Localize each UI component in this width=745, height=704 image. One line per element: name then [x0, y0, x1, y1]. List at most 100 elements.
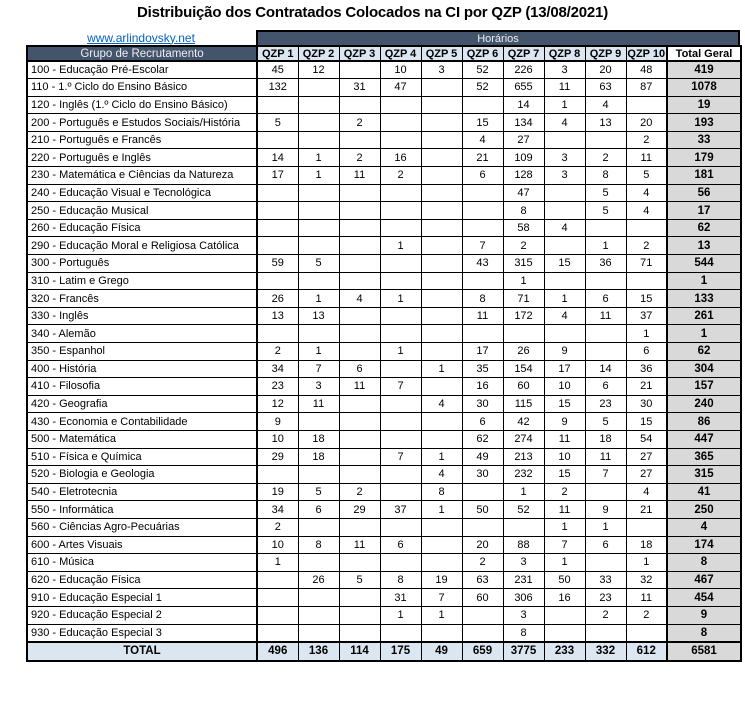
- value-cell: 6: [625, 342, 668, 361]
- value-cell: [584, 482, 627, 502]
- row-label: 330 - Inglês: [26, 306, 258, 326]
- website-link[interactable]: www.arlindovsky.net: [87, 30, 195, 45]
- value-cell: [502, 324, 545, 343]
- value-cell: 36: [625, 359, 668, 379]
- value-cell: [379, 324, 422, 343]
- value-cell: 12: [256, 394, 299, 414]
- table-header: Grupo de Recrutamento QZP 1 QZP 2 QZP 3 QZP…: [26, 45, 742, 62]
- value-cell: [420, 412, 463, 431]
- value-cell: 5: [256, 113, 299, 132]
- value-cell: 20: [625, 113, 668, 132]
- value-cell: [379, 113, 422, 132]
- value-cell: 2: [625, 605, 668, 625]
- row-label: 100 - Educação Pré-Escolar: [26, 60, 258, 80]
- value-cell: 71: [625, 254, 668, 273]
- value-cell: 2: [543, 482, 586, 502]
- value-cell: 1: [625, 553, 668, 572]
- value-cell: [297, 605, 340, 625]
- table-row: 400 - História 34 7 6 1 35 154 17 14 36 304: [26, 359, 742, 379]
- value-cell: [420, 377, 463, 396]
- value-cell: [379, 359, 422, 379]
- table-row: 910 - Educação Especial 1 31 7 60 306 16 23 11 4…: [26, 588, 742, 607]
- value-cell: 52: [502, 500, 545, 519]
- value-cell: 8: [502, 201, 545, 220]
- table-row: 520 - Biologia e Geologia 4 30 232 15 7 27 315: [26, 465, 742, 484]
- value-cell: [543, 183, 586, 203]
- value-cell: 29: [256, 447, 299, 467]
- value-cell: [338, 218, 381, 238]
- row-label: 420 - Geografia: [26, 394, 258, 414]
- column-header-qzp-2: QZP 2: [297, 45, 340, 62]
- column-header-qzp-3: QZP 3: [338, 45, 381, 62]
- value-cell: [297, 183, 340, 203]
- row-label: 230 - Matemática e Ciências da Natureza: [26, 166, 258, 185]
- table-row: 540 - Eletrotecnia 19 5 2 8 1 2 4 41: [26, 482, 742, 502]
- value-cell: 1: [420, 500, 463, 519]
- value-cell: [256, 236, 299, 256]
- value-cell: [297, 412, 340, 431]
- value-cell: 2: [338, 113, 381, 132]
- row-label: 250 - Educação Musical: [26, 201, 258, 220]
- column-total-cell: 175: [379, 640, 422, 662]
- table-row: 210 - Português e Francês 4 27 2 33: [26, 130, 742, 150]
- row-label: 520 - Biologia e Geologia: [26, 465, 258, 484]
- value-cell: 1: [297, 166, 340, 185]
- value-cell: 8: [584, 166, 627, 185]
- value-cell: 5: [338, 570, 381, 590]
- value-cell: 2: [338, 482, 381, 502]
- row-total-cell: 304: [666, 359, 742, 379]
- row-label: 260 - Educação Física: [26, 218, 258, 238]
- column-total-cell: 3775: [502, 640, 545, 662]
- value-cell: 231: [502, 570, 545, 590]
- row-total-cell: 454: [666, 588, 742, 607]
- value-cell: 2: [461, 553, 504, 572]
- value-cell: 3: [543, 148, 586, 168]
- row-label: 500 - Matemática: [26, 429, 258, 449]
- total-row-label: TOTAL: [26, 640, 258, 662]
- column-header-qzp-4: QZP 4: [379, 45, 422, 62]
- value-cell: 11: [543, 429, 586, 449]
- value-cell: 52: [461, 78, 504, 97]
- table-row: 200 - Português e Estudos Sociais/Histór…: [26, 113, 742, 132]
- value-cell: [420, 183, 463, 203]
- table-row: 560 - Ciências Agro-Pecuárias 2 1 1 4: [26, 517, 742, 537]
- value-cell: 18: [297, 447, 340, 467]
- column-total-cell: 496: [256, 640, 299, 662]
- value-cell: 18: [625, 535, 668, 555]
- value-cell: [338, 553, 381, 572]
- value-cell: 88: [502, 535, 545, 555]
- value-cell: [256, 570, 299, 590]
- value-cell: [256, 130, 299, 150]
- value-cell: 4: [420, 394, 463, 414]
- value-cell: [338, 623, 381, 643]
- row-total-cell: 13: [666, 236, 742, 256]
- value-cell: 315: [502, 254, 545, 273]
- website-link-cell: www.arlindovsky.net: [26, 30, 256, 45]
- row-label: 410 - Filosofia: [26, 377, 258, 396]
- value-cell: 32: [625, 570, 668, 590]
- value-cell: 23: [584, 394, 627, 414]
- value-cell: 34: [256, 359, 299, 379]
- value-cell: [297, 218, 340, 238]
- value-cell: 5: [584, 201, 627, 220]
- value-cell: [625, 517, 668, 537]
- value-cell: 33: [584, 570, 627, 590]
- value-cell: 50: [543, 570, 586, 590]
- value-cell: 30: [461, 465, 504, 484]
- value-cell: 4: [543, 218, 586, 238]
- value-cell: 36: [584, 254, 627, 273]
- value-cell: 6: [379, 535, 422, 555]
- value-cell: [338, 254, 381, 273]
- qzp-distribution-table: Grupo de Recrutamento QZP 1 QZP 2 QZP 3 QZP…: [26, 45, 742, 662]
- table-row: 420 - Geografia 12 11 4 30 115 15 23 30 240: [26, 394, 742, 414]
- value-cell: [420, 535, 463, 555]
- value-cell: 134: [502, 113, 545, 132]
- row-group-header: Grupo de Recrutamento: [26, 45, 258, 62]
- value-cell: 6: [584, 377, 627, 396]
- row-total-cell: 62: [666, 218, 742, 238]
- value-cell: 13: [256, 306, 299, 326]
- column-total-cell: 114: [338, 640, 381, 662]
- value-cell: 115: [502, 394, 545, 414]
- value-cell: [420, 289, 463, 308]
- row-total-cell: 1078: [666, 78, 742, 97]
